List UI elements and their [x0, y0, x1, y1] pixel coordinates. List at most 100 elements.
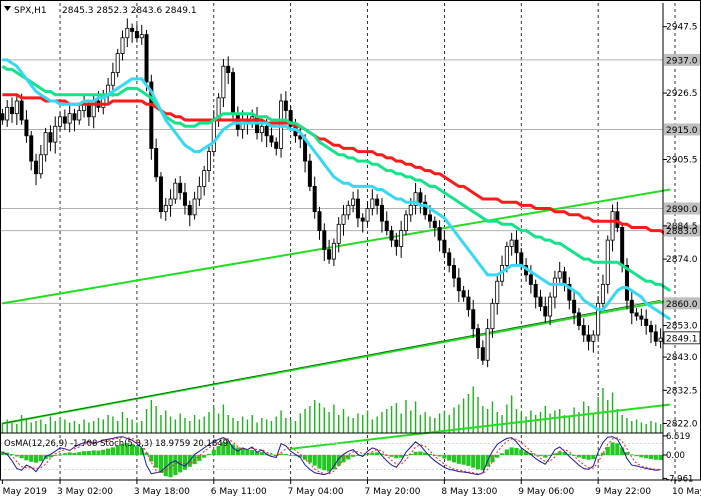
price-level-label: 2860.0: [666, 300, 698, 310]
osma-bar: [403, 455, 409, 456]
x-tick-label: 9 May 06:00: [518, 487, 574, 497]
osma-bar: [216, 445, 221, 456]
candle-body: [471, 309, 476, 330]
candle-body: [351, 198, 356, 206]
osma-bar: [639, 455, 644, 458]
grid: [0, 3, 676, 480]
candle-body: [274, 141, 279, 149]
osma-bar: [620, 447, 625, 456]
stoch-signal-line: [2, 437, 661, 475]
osma-bar: [173, 455, 178, 476]
candle-body: [389, 230, 394, 241]
osma-bar: [543, 455, 548, 458]
osma-bar: [250, 450, 255, 456]
osma-bar: [154, 455, 159, 468]
osma-bar: [226, 440, 231, 456]
osma-bar: [418, 451, 423, 456]
osma-bar: [221, 442, 226, 456]
candle-body: [29, 135, 34, 162]
osma-bar: [610, 442, 615, 456]
x-tick-label: 7 May 04:00: [288, 487, 344, 497]
candle-body: [110, 72, 115, 86]
osma-bar: [110, 447, 116, 456]
candle-body: [34, 160, 39, 175]
candle-body: [548, 296, 553, 317]
trendline: [290, 403, 671, 450]
candle-body: [168, 198, 173, 206]
osma-bar: [293, 455, 298, 457]
candle-body: [629, 299, 634, 314]
osma-bar: [38, 455, 43, 462]
osma-bar: [629, 454, 634, 456]
candle-body: [639, 315, 644, 320]
osma-bar: [591, 455, 596, 460]
candles: [0, 18, 663, 368]
osma-bar: [192, 455, 197, 465]
osma-bar: [197, 455, 202, 461]
osma-bar: [86, 450, 91, 456]
osma-bar: [72, 452, 77, 456]
last-price-label: 2849.1: [666, 334, 698, 344]
osma-bar: [567, 453, 572, 456]
y-tick-label: 2905.5: [666, 156, 698, 166]
volume-bars: [1, 386, 662, 433]
candle-body: [658, 337, 663, 342]
candle-body: [423, 201, 428, 216]
osma-bar: [283, 453, 288, 456]
osma-bar: [307, 455, 312, 463]
osma-bar: [480, 455, 485, 471]
price-level-label: 2937.0: [666, 56, 698, 66]
candle-body: [206, 151, 211, 171]
x-tick-label: 10 May 15:00: [672, 487, 701, 497]
candle-body: [490, 302, 495, 330]
candle-body: [211, 119, 216, 153]
candle-body: [346, 204, 351, 216]
price-level-box: [664, 297, 700, 310]
osma-bar: [427, 453, 433, 456]
chart-header: SPX,H1 2845.3 2852.3 2843.6 2849.1: [4, 6, 197, 16]
candle-body: [298, 135, 303, 140]
triangle-down-icon[interactable]: [4, 6, 11, 11]
candle-body: [62, 116, 67, 124]
candle-body: [437, 227, 442, 241]
y-tick-label: 2853.0: [666, 322, 698, 332]
candle-body: [235, 113, 240, 130]
indicator-pane: 6.519 0.00 -7.961: [0, 432, 693, 484]
osma-bar: [24, 455, 29, 461]
ma-line-cyan: [2, 58, 672, 321]
candle-body: [355, 198, 360, 219]
candle-body: [19, 100, 24, 121]
candle-body: [476, 328, 481, 349]
candle-body: [163, 204, 168, 213]
time-axis: 2 May 2019 3 May 02:00 3 May 18:00 6 May 11…: [0, 479, 701, 497]
y-tick-label: 2874.0: [666, 255, 698, 265]
osma-bar: [399, 455, 404, 458]
candle-body: [485, 328, 490, 361]
candle-body: [360, 217, 365, 222]
x-tick-label: 8 May 13:00: [441, 487, 497, 497]
y-tick-label: 2843.0: [666, 353, 698, 363]
candle-body: [384, 220, 389, 232]
price-level-label: 2883.0: [666, 227, 698, 237]
osma-bar: [259, 452, 264, 456]
ma-line-red: [2, 93, 671, 236]
candle-body: [58, 116, 63, 127]
osma-bar: [9, 454, 15, 456]
candle-body: [365, 208, 370, 222]
osma-bar: [96, 450, 101, 456]
osma-bar: [355, 455, 361, 456]
candle-body: [187, 204, 192, 216]
candle-body: [182, 192, 187, 206]
osma-bar: [53, 455, 58, 456]
candle-body: [72, 113, 77, 121]
osma-bar: [562, 452, 567, 456]
candle-body: [67, 113, 72, 124]
osma-bar: [490, 455, 495, 463]
candle-body: [259, 125, 264, 134]
x-tick-label: 6 May 11:00: [211, 487, 267, 497]
osma-bar: [101, 449, 106, 456]
osma-bar: [523, 451, 529, 456]
price-level-label: 2890.0: [666, 205, 698, 215]
candle-body: [221, 65, 226, 99]
